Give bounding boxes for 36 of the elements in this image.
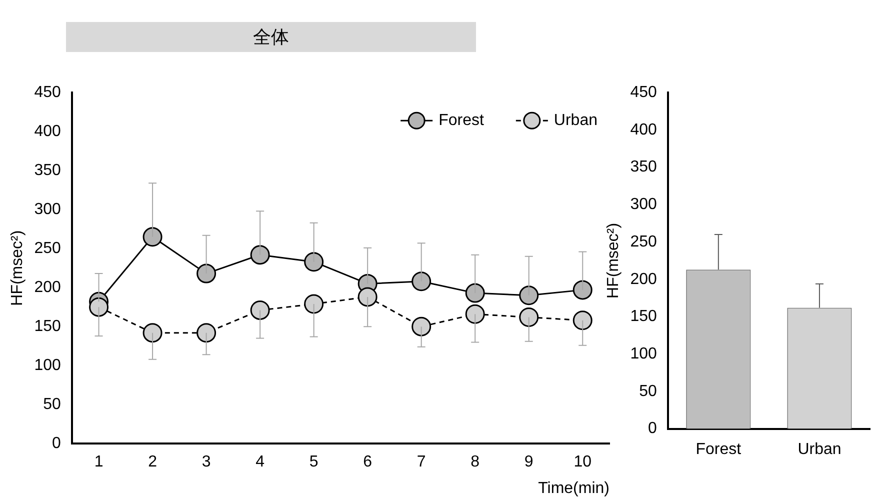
legend-label: Urban bbox=[554, 112, 598, 130]
y-tick-label: 300 bbox=[630, 196, 657, 214]
y-tick-label: 100 bbox=[630, 345, 657, 362]
y-tick-label: 250 bbox=[630, 233, 657, 250]
y-tick-label: 250 bbox=[34, 240, 61, 258]
y-tick-label: 400 bbox=[630, 121, 657, 138]
x-tick-label: 5 bbox=[309, 454, 318, 471]
y-tick-label: 350 bbox=[630, 158, 657, 176]
y-tick-label: 50 bbox=[43, 396, 61, 414]
x-tick-label: 6 bbox=[363, 454, 372, 471]
y-tick-label: 100 bbox=[34, 357, 61, 374]
x-tick-label: 4 bbox=[256, 454, 265, 471]
x-tick-label: 9 bbox=[524, 454, 534, 471]
y-tick-label: 200 bbox=[630, 270, 657, 288]
y-tick-label: 50 bbox=[639, 382, 657, 400]
x-tick-label: 7 bbox=[416, 454, 426, 471]
y-tick-label: 350 bbox=[34, 162, 61, 180]
y-axis-title: HF(msec²) bbox=[605, 222, 622, 298]
x-tick-label: 2 bbox=[148, 454, 158, 471]
y-tick-label: 450 bbox=[34, 84, 61, 102]
y-axis-title: HF(msec²) bbox=[9, 230, 26, 306]
chart-title: 全体 bbox=[66, 22, 476, 52]
y-tick-label: 0 bbox=[648, 420, 657, 438]
y-tick-label: 450 bbox=[630, 84, 657, 102]
x-tick-label: 10 bbox=[574, 454, 592, 471]
x-axis-title: Time(min) bbox=[538, 480, 610, 497]
x-tick-label: 3 bbox=[202, 454, 211, 471]
legend-label: Forest bbox=[438, 112, 484, 130]
y-tick-label: 200 bbox=[34, 279, 61, 296]
x-tick-label: 8 bbox=[470, 454, 480, 471]
y-tick-label: 150 bbox=[34, 318, 61, 336]
y-tick-label: 300 bbox=[34, 201, 61, 218]
y-tick-label: 150 bbox=[630, 308, 657, 326]
y-tick-label: 0 bbox=[52, 435, 61, 452]
y-tick-label: 400 bbox=[34, 123, 61, 140]
x-tick-label: 1 bbox=[94, 454, 104, 471]
